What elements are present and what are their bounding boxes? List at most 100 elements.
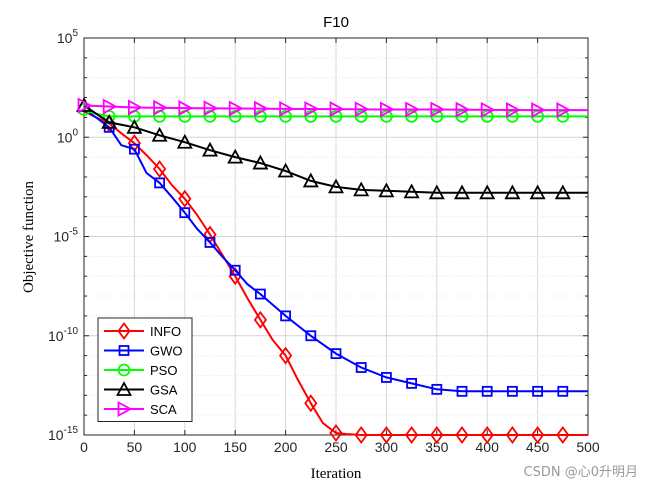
- data-point-sca: [405, 101, 420, 118]
- data-point-sca: [329, 101, 345, 118]
- data-point-gwo: [456, 385, 468, 397]
- series-pso: [77, 103, 588, 123]
- data-point-gsa: [151, 126, 168, 142]
- series-line-sca: [83, 104, 588, 112]
- data-point-sca: [556, 102, 572, 119]
- data-point-gsa: [378, 182, 395, 198]
- data-point-info: [556, 425, 570, 445]
- series-info: [83, 110, 588, 445]
- axes: 0 50 100 150 200 250 300 350 400 450 500 10-15 10-10…: [48, 28, 600, 455]
- data-point-sca: [480, 101, 496, 118]
- data-point-gsa: [479, 184, 496, 200]
- data-point-info: [278, 346, 293, 365]
- data-point-gwo: [254, 288, 266, 300]
- watermark: CSDN @心0升明月: [523, 465, 638, 480]
- series-sca: [77, 97, 588, 119]
- data-point-sca: [102, 98, 118, 115]
- x-tick-label: 250: [324, 439, 348, 455]
- data-point-gsa: [428, 184, 445, 200]
- chart-title: F10: [323, 14, 349, 31]
- data-point-gsa: [453, 184, 471, 200]
- data-point-sca: [77, 97, 93, 114]
- data-point-gsa: [126, 118, 143, 134]
- data-point-gsa: [101, 113, 118, 129]
- data-point-info: [152, 159, 167, 179]
- x-tick-label: 100: [173, 439, 197, 455]
- data-point-sca: [379, 101, 395, 118]
- data-point-pso: [228, 110, 242, 123]
- data-point-sca: [253, 100, 269, 117]
- x-tick-label: 300: [375, 439, 399, 455]
- y-tick-label: 100: [57, 127, 79, 145]
- data-point-gwo: [280, 310, 292, 322]
- data-point-gwo: [431, 383, 443, 395]
- data-point-info: [304, 394, 318, 413]
- data-point-gsa: [252, 154, 269, 170]
- data-point-sca: [354, 101, 370, 118]
- data-point-pso: [279, 110, 293, 123]
- y-tick-label: 10-15: [48, 425, 78, 443]
- series-line-pso: [83, 108, 588, 118]
- data-point-sca: [531, 102, 546, 119]
- data-point-gsa: [302, 172, 319, 188]
- x-tick-label: 450: [526, 439, 550, 455]
- data-point-gwo: [406, 377, 418, 389]
- series-gsa: [75, 97, 588, 200]
- legend-label: GSA: [150, 383, 178, 398]
- y-axis-label: Objective function: [21, 180, 37, 293]
- legend-marker: [115, 381, 133, 396]
- legend: INFO GWO PSO GSA SCA: [97, 317, 193, 422]
- x-tick-label: 500: [576, 439, 600, 455]
- data-point-gsa: [227, 148, 244, 164]
- legend-item-gwo: GWO: [104, 344, 183, 359]
- data-point-info: [530, 425, 545, 445]
- legend-label: SCA: [150, 402, 177, 417]
- legend-item-info: INFO: [104, 321, 181, 341]
- x-tick-label: 150: [224, 439, 248, 455]
- data-point-info: [404, 425, 419, 445]
- legend-item-pso: PSO: [104, 363, 177, 378]
- x-axis-label: Iteration: [311, 466, 362, 482]
- legend-label: PSO: [150, 363, 177, 378]
- data-point-gsa: [529, 184, 546, 200]
- data-point-gwo: [481, 385, 493, 397]
- data-point-info: [480, 425, 494, 445]
- data-point-info: [253, 310, 268, 329]
- data-point-gwo: [380, 372, 392, 383]
- data-point-info: [178, 189, 192, 208]
- data-point-gwo: [204, 237, 216, 248]
- data-point-gwo: [330, 348, 342, 360]
- legend-item-gsa: GSA: [104, 381, 178, 398]
- data-point-sca: [304, 100, 320, 117]
- series-line-gwo: [83, 108, 588, 393]
- data-point-sca: [203, 100, 219, 117]
- data-point-info: [354, 425, 368, 445]
- series-line-info: [83, 110, 588, 436]
- legend-item-sca: SCA: [104, 400, 177, 418]
- data-point-sca: [178, 100, 194, 117]
- x-tick-label: 400: [476, 439, 500, 455]
- data-point-gwo: [179, 207, 191, 219]
- data-point-info: [455, 425, 469, 445]
- legend-marker: [117, 400, 133, 418]
- legend-marker: [117, 321, 131, 341]
- data-point-info: [430, 425, 444, 445]
- data-point-gwo: [128, 143, 140, 155]
- data-point-info: [505, 425, 520, 445]
- data-point-gwo: [506, 385, 518, 397]
- data-point-gsa: [504, 184, 521, 200]
- data-point-gsa: [327, 178, 345, 194]
- data-point-info: [379, 425, 394, 445]
- y-tick-label: 10-10: [48, 326, 78, 344]
- data-point-info: [329, 423, 343, 443]
- legend-label: INFO: [150, 324, 181, 339]
- data-point-gwo: [305, 330, 317, 342]
- data-point-sca: [279, 100, 294, 117]
- series-layer: [75, 97, 588, 445]
- x-tick-label: 0: [80, 439, 88, 455]
- data-point-gsa: [403, 183, 420, 199]
- data-point-gsa: [353, 181, 370, 197]
- data-point-gsa: [277, 162, 294, 178]
- legend-marker: [118, 345, 130, 356]
